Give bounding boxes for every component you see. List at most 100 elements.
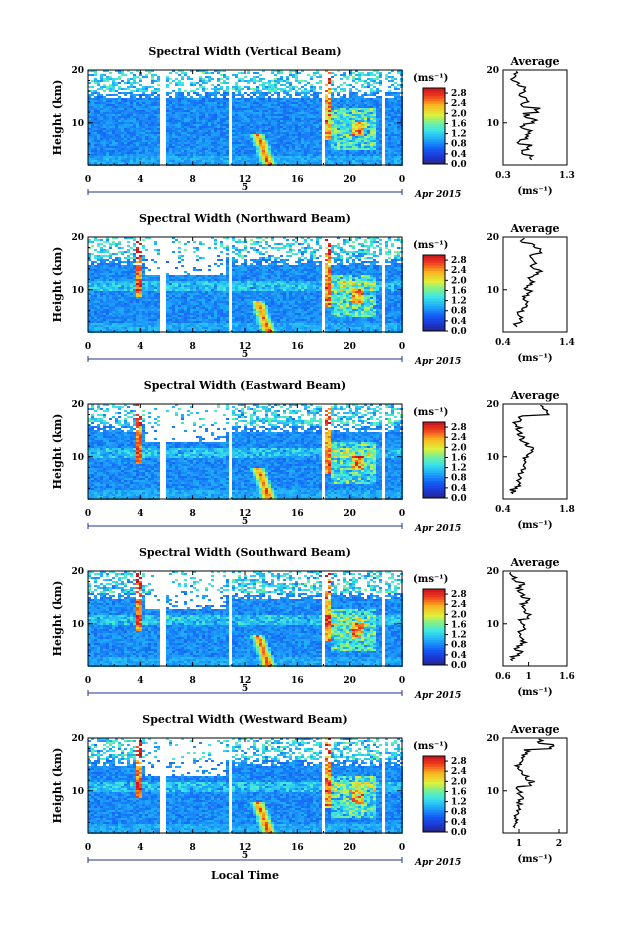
heatmap-cell	[235, 86, 238, 88]
heatmap-cell	[142, 126, 145, 128]
heatmap-cell	[133, 253, 136, 255]
heatmap-cell	[193, 106, 196, 108]
heatmap-cell	[118, 142, 121, 144]
heatmap-cell	[280, 108, 283, 110]
heatmap-cell	[127, 237, 130, 239]
heatmap-cell	[295, 76, 298, 78]
heatmap-cell	[100, 94, 103, 96]
heatmap-cell	[352, 126, 355, 128]
heatmap-cell	[88, 116, 91, 118]
heatmap-cell	[118, 140, 121, 142]
heatmap-cell	[238, 78, 241, 80]
heatmap-cell	[268, 154, 271, 156]
heatmap-cell	[364, 128, 367, 130]
heatmap-cell	[274, 116, 277, 118]
heatmap-cell	[244, 158, 247, 160]
heatmap-cell	[94, 271, 97, 273]
heatmap-cell	[394, 158, 397, 160]
heatmap-cell	[280, 138, 283, 140]
heatmap-cell	[94, 72, 97, 74]
heatmap-cell	[253, 144, 256, 146]
heatmap-cell	[232, 102, 235, 104]
heatmap-cell	[292, 142, 295, 144]
heatmap-cell	[115, 263, 118, 265]
heatmap-cell	[211, 118, 214, 120]
heatmap-cell	[136, 261, 139, 263]
heatmap-cell	[388, 132, 391, 134]
heatmap-cell	[199, 108, 202, 110]
heatmap-cell	[352, 122, 355, 124]
colorbar-swatch	[423, 133, 445, 137]
heatmap-cell	[124, 289, 127, 291]
heatmap-cell	[304, 148, 307, 150]
heatmap-cell	[265, 94, 268, 96]
heatmap-cell	[217, 144, 220, 146]
heatmap-cell	[124, 128, 127, 130]
heatmap-cell	[226, 158, 229, 160]
heatmap-cell	[124, 277, 127, 279]
heatmap-cell	[370, 138, 373, 140]
heatmap-cell	[343, 160, 346, 162]
heatmap-cell	[232, 162, 235, 164]
heatmap-cell	[337, 102, 340, 104]
heatmap-cell	[184, 158, 187, 160]
heatmap-cell	[190, 112, 193, 114]
heatmap-cell	[397, 158, 400, 160]
heatmap-cell	[226, 126, 229, 128]
heatmap-cell	[88, 327, 91, 329]
heatmap-cell	[91, 114, 94, 116]
heatmap-cell	[307, 106, 310, 108]
heatmap-cell	[91, 245, 94, 247]
heatmap-cell	[313, 106, 316, 108]
heatmap-cell	[181, 120, 184, 122]
heatmap-cell	[211, 124, 214, 126]
heatmap-cell	[154, 114, 157, 116]
heatmap-cell	[283, 150, 286, 152]
heatmap-cell	[247, 152, 250, 154]
heatmap-cell	[313, 102, 316, 104]
heatmap-cell	[130, 154, 133, 156]
heatmap-cell	[388, 128, 391, 130]
heatmap-cell	[352, 72, 355, 74]
heatmap-cell	[247, 80, 250, 82]
heatmap-cell	[193, 162, 196, 164]
heatmap-cell	[103, 301, 106, 303]
heatmap-cell	[256, 92, 259, 94]
heatmap-cell	[238, 128, 241, 130]
heatmap-cell	[109, 307, 112, 309]
heatmap-cell	[127, 130, 130, 132]
heatmap-cell	[148, 132, 151, 134]
colorbar-tick-label: 1.6	[451, 119, 467, 129]
heatmap-cell	[112, 152, 115, 154]
heatmap-cell	[118, 295, 121, 297]
heatmap-cell	[94, 321, 97, 323]
heatmap-cell	[301, 110, 304, 112]
heatmap-cell	[238, 152, 241, 154]
heatmap-cell	[370, 98, 373, 100]
heatmap-cell	[328, 98, 331, 100]
heatmap-cell	[205, 114, 208, 116]
heatmap-cell	[100, 275, 103, 277]
heatmap-cell	[394, 104, 397, 106]
heatmap-cell	[97, 122, 100, 124]
heatmap-cell	[169, 154, 172, 156]
heatmap-cell	[136, 275, 139, 277]
heatmap-cell	[115, 126, 118, 128]
heatmap-cell	[274, 148, 277, 150]
heatmap-cell	[112, 118, 115, 120]
heatmap-cell	[232, 152, 235, 154]
heatmap-cell	[346, 162, 349, 164]
heatmap-cell	[397, 138, 400, 140]
heatmap-cell	[199, 98, 202, 100]
heatmap-cell	[151, 100, 154, 102]
heatmap-cell	[124, 148, 127, 150]
heatmap-cell	[142, 255, 145, 257]
colorbar-swatch	[423, 95, 445, 99]
heatmap-cell	[280, 128, 283, 130]
heatmap-cell	[175, 160, 178, 162]
heatmap-cell	[262, 146, 265, 148]
heatmap-cell	[310, 124, 313, 126]
heatmap-cell	[187, 146, 190, 148]
heatmap-cell	[292, 118, 295, 120]
heatmap-cell	[97, 102, 100, 104]
